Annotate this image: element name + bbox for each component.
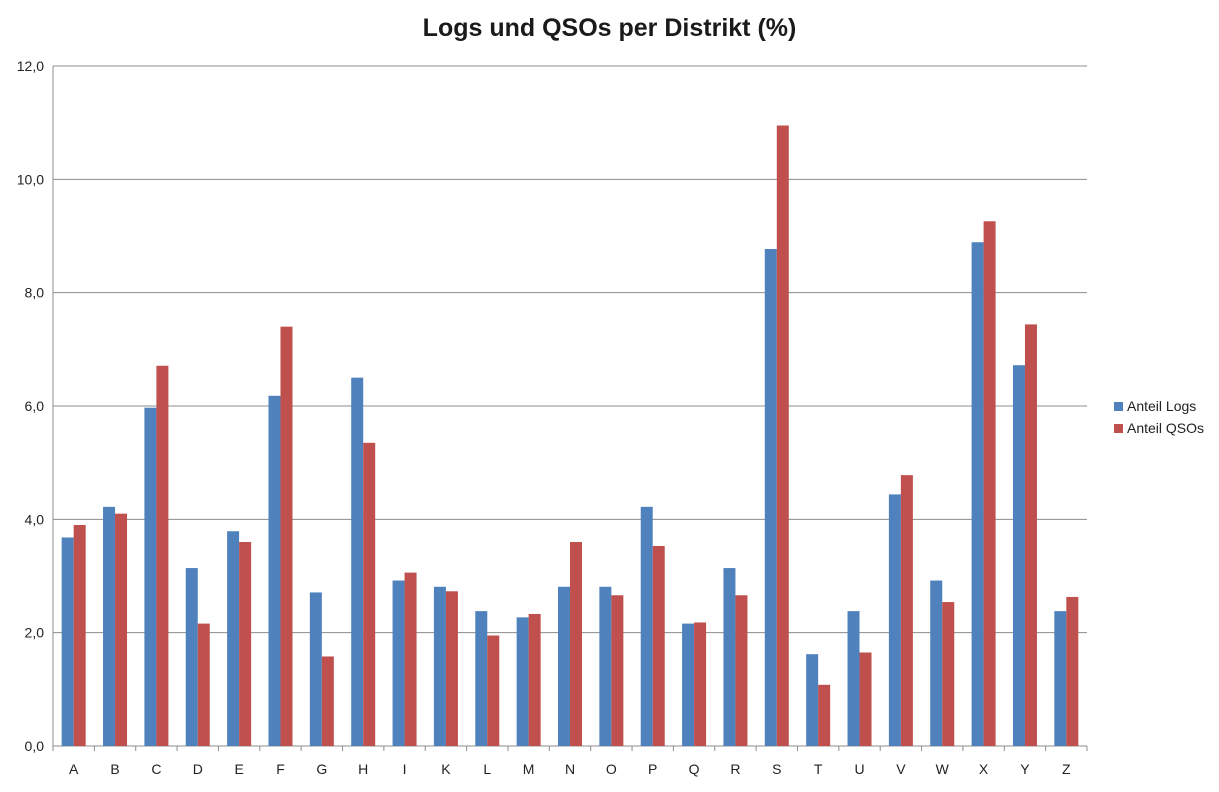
bar-logs-H — [351, 377, 364, 746]
bar-qsos-P — [652, 545, 665, 746]
x-tick-label: H — [358, 761, 368, 777]
x-tick-label: F — [276, 761, 285, 777]
x-tick-label: Q — [689, 761, 700, 777]
bar-qsos-O — [611, 595, 624, 746]
legend-item-qsos: Anteil QSOs — [1114, 417, 1204, 439]
bar-logs-P — [640, 506, 653, 746]
x-tick-label: B — [110, 761, 119, 777]
bar-qsos-T — [818, 684, 831, 746]
y-tick-label: 10,0 — [17, 171, 44, 187]
bar-qsos-Z — [1066, 596, 1079, 746]
bar-qsos-R — [735, 595, 748, 746]
x-tick-label: N — [565, 761, 575, 777]
bar-qsos-U — [859, 652, 872, 746]
legend-swatch-qsos — [1114, 423, 1123, 433]
bar-logs-N — [558, 586, 570, 746]
bar-logs-C — [144, 407, 157, 746]
x-tick-label: P — [648, 761, 657, 777]
x-tick-label: I — [403, 761, 407, 777]
bar-qsos-S — [776, 125, 789, 746]
x-tick-label: D — [193, 761, 203, 777]
x-tick-label: U — [854, 761, 864, 777]
bar-qsos-M — [528, 613, 541, 746]
x-tick-label: L — [483, 761, 491, 777]
bar-logs-L — [475, 611, 488, 746]
bar-qsos-E — [239, 542, 252, 746]
bar-qsos-G — [321, 656, 334, 746]
bar-qsos-Q — [694, 622, 707, 746]
legend-label-qsos: Anteil QSOs — [1127, 420, 1205, 436]
bar-logs-T — [806, 654, 819, 746]
y-tick-label: 4,0 — [25, 511, 45, 527]
bar-qsos-B — [115, 513, 128, 746]
bar-qsos-C — [156, 365, 169, 746]
bar-qsos-V — [900, 475, 913, 746]
x-tick-label: V — [896, 761, 906, 777]
legend-item-logs: Anteil Logs — [1114, 395, 1204, 417]
bar-logs-A — [61, 537, 74, 746]
bar-qsos-W — [942, 602, 955, 746]
x-tick-label: G — [316, 761, 327, 777]
bar-qsos-A — [73, 525, 86, 746]
x-tick-label: T — [814, 761, 823, 777]
bar-qsos-D — [197, 623, 210, 746]
bar-logs-U — [847, 611, 860, 746]
bar-logs-E — [227, 531, 240, 746]
bar-logs-G — [309, 592, 322, 746]
x-tick-label: X — [979, 761, 989, 777]
bar-qsos-X — [983, 221, 996, 746]
bar-qsos-Y — [1024, 324, 1037, 746]
legend-label-logs: Anteil Logs — [1127, 398, 1197, 414]
x-tick-label: Y — [1020, 761, 1030, 777]
bar-logs-K — [433, 586, 446, 746]
bar-qsos-I — [404, 572, 417, 746]
bar-logs-W — [930, 580, 943, 746]
bar-qsos-K — [445, 591, 458, 746]
bar-logs-X — [971, 242, 984, 746]
x-tick-label: E — [234, 761, 243, 777]
legend: Anteil Logs Anteil QSOs — [1114, 395, 1204, 439]
bar-logs-M — [516, 617, 529, 746]
y-tick-label: 6,0 — [25, 398, 45, 414]
y-tick-label: 12,0 — [17, 58, 44, 74]
y-tick-label: 8,0 — [25, 285, 45, 301]
bar-logs-O — [599, 586, 612, 746]
bar-logs-R — [723, 568, 736, 746]
x-tick-label: K — [441, 761, 451, 777]
bar-qsos-H — [363, 442, 376, 746]
y-tick-label: 0,0 — [25, 738, 45, 754]
bar-logs-S — [764, 249, 777, 747]
x-tick-label: C — [151, 761, 161, 777]
x-tick-label: A — [69, 761, 79, 777]
bar-qsos-L — [487, 635, 500, 746]
x-tick-label: Z — [1062, 761, 1071, 777]
bar-logs-B — [103, 506, 116, 746]
x-tick-label: W — [936, 761, 950, 777]
bar-logs-I — [392, 580, 405, 746]
legend-swatch-logs — [1114, 401, 1123, 411]
x-tick-label: R — [730, 761, 740, 777]
bar-logs-Z — [1054, 611, 1067, 746]
y-tick-label: 2,0 — [25, 625, 45, 641]
x-tick-label: O — [606, 761, 617, 777]
bar-logs-Q — [682, 623, 695, 746]
bar-qsos-F — [280, 326, 293, 746]
bar-logs-F — [268, 395, 281, 746]
bar-logs-V — [888, 494, 901, 746]
bar-logs-Y — [1012, 365, 1025, 746]
x-tick-label: S — [772, 761, 781, 777]
bar-logs-D — [185, 568, 198, 746]
bar-qsos-N — [570, 542, 582, 746]
chart-title: Logs und QSOs per Distrikt (%) — [422, 14, 797, 42]
x-tick-label: M — [523, 761, 535, 777]
